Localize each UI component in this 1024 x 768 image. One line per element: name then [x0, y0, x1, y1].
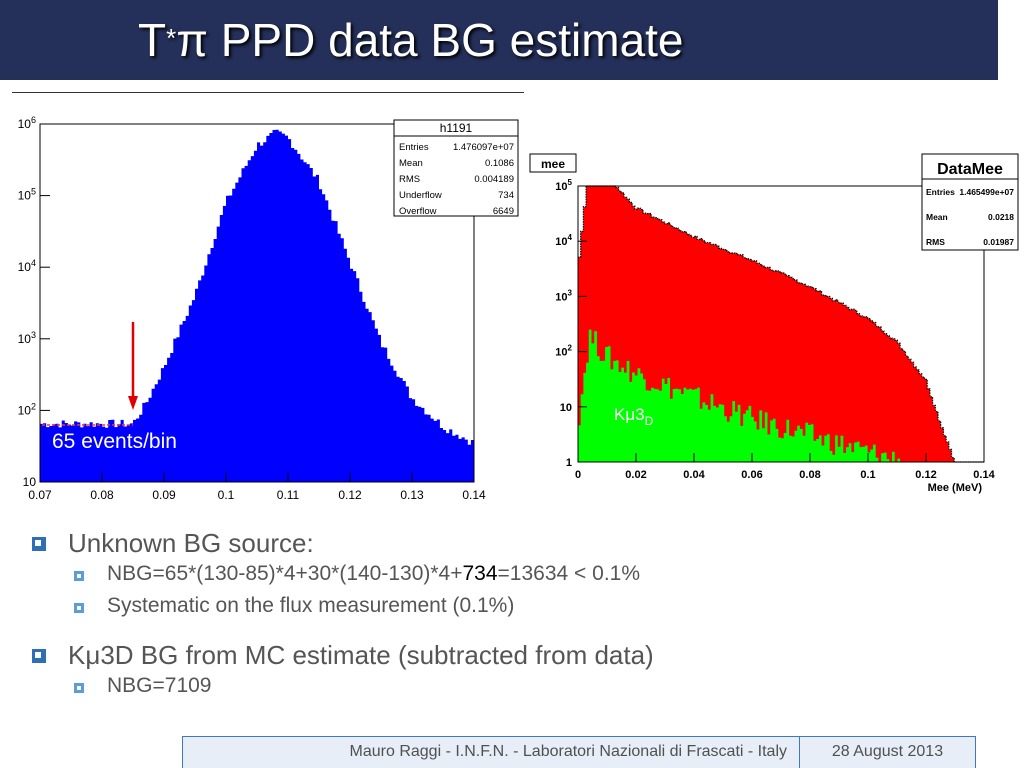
- x-tick-label: 0.13: [400, 488, 424, 502]
- annotation-events-per-bin: 65 events/bin: [52, 430, 177, 453]
- x-axis-label: Mee (MeV): [928, 482, 983, 494]
- x-tick-label: 0.06: [741, 469, 762, 481]
- stats-label: Mean: [926, 212, 948, 222]
- stats-label: Entries: [399, 142, 429, 153]
- bullet-nbg-value: NBG=7109: [32, 674, 992, 706]
- stats-value: 1.465499e+07: [959, 187, 1014, 197]
- histogram-h1191: 0.07 0.08 0.09 0.1 0.11 0.12 0.13 0.14 10 102 103 1…: [8, 112, 520, 512]
- footer: Mauro Raggi - I.N.F.N. - Laboratori Nazi…: [182, 736, 976, 768]
- sub-bullet-square-icon: [74, 683, 84, 693]
- stats-value: 0.004189: [474, 174, 514, 185]
- title-mee: mee: [541, 157, 565, 171]
- y-tick-label: 102: [555, 344, 572, 359]
- x-tick-label: 0.14: [462, 488, 486, 502]
- stats-label: Mean: [399, 158, 423, 169]
- bullet-unknown-bg: Unknown BG source:: [32, 528, 992, 562]
- x-tick-label: 0.02: [625, 469, 646, 481]
- stats-label: RMS: [399, 174, 420, 185]
- stats-value: 0.01987: [983, 237, 1014, 247]
- stats-box-frame: [921, 153, 1019, 251]
- x-tick-label: 0.14: [973, 469, 995, 481]
- title-bar: T*π PPD data BG estimate: [0, 0, 998, 80]
- x-tick-label: 0.1: [218, 488, 235, 502]
- stats-label: Entries: [926, 187, 955, 197]
- y-tick-label: 105: [555, 178, 572, 193]
- stats-box-h1191: h1191 Entries 1.476097e+07 Mean 0.1086 RMS 0.0…: [393, 119, 519, 217]
- mee-series-1: [578, 329, 984, 462]
- stats-title: h1191: [440, 121, 473, 135]
- sub-bullet-square-icon: [74, 571, 84, 581]
- bullet-list: Unknown BG source: NBG=65*(130-85)*4+30*…: [32, 528, 992, 706]
- x-tick-label: 0: [575, 469, 581, 481]
- chart-h1191: 0.07 0.08 0.09 0.1 0.11 0.12 0.13 0.14 10 102 103 1…: [18, 115, 519, 502]
- sub-bullet-square-icon: [74, 603, 84, 613]
- frame-h1191: [39, 123, 475, 483]
- histogram-mee: 0 0.02 0.04 0.06 0.08 0.1 0.12 0.14 1 10 102 103 104…: [526, 146, 1020, 498]
- y-tick-label: 10: [560, 402, 572, 414]
- bullet-kmu3d: Kμ3D BG from MC estimate (subtracted fro…: [32, 640, 992, 674]
- stats-value: 0.0218: [988, 212, 1014, 222]
- footer-date: 28 August 2013: [831, 743, 944, 760]
- x-tick-label: 0.08: [799, 469, 820, 481]
- chart-mee: 0 0.02 0.04 0.06 0.08 0.1 0.12 0.14 1 10 102 103 104…: [529, 153, 1019, 494]
- bullet-systematic: Systematic on the flux measurement (0.1%…: [32, 594, 992, 626]
- title-divider: [12, 92, 524, 93]
- y-tick-label: 104: [555, 233, 572, 248]
- bullet-square-icon: [32, 649, 46, 663]
- stats-box-mee: DataMee Entries 1.465499e+07 Mean 0.0218 RMS 0…: [921, 153, 1019, 251]
- page-title: T*π PPD data BG estimate: [138, 14, 684, 66]
- mee-data-points: [578, 185, 984, 463]
- y-tick-label: 105: [18, 187, 36, 203]
- bullet-square-icon: [32, 537, 46, 551]
- stats-value: 6649: [493, 206, 514, 217]
- stats-value: 0.1086: [485, 158, 514, 169]
- h1191-series-0: [40, 129, 474, 483]
- x-tick-label: 0.08: [90, 488, 114, 502]
- x-tick-label: 0.11: [277, 488, 300, 502]
- arrow-head-icon: [128, 396, 138, 410]
- stats-title: DataMee: [937, 161, 1003, 178]
- y-tick-label: 10: [23, 475, 37, 489]
- y-tick-label: 104: [18, 258, 36, 274]
- y-tick-label: 103: [555, 288, 572, 303]
- plot-area-mee: [578, 185, 984, 463]
- title-box-mee: [529, 153, 577, 173]
- x-tick-label: 0.12: [915, 469, 936, 481]
- y-tick-label: 102: [18, 401, 36, 417]
- x-tick-label: 0.09: [152, 488, 176, 502]
- frame-mee: [577, 185, 985, 463]
- x-tick-label: 0.1: [860, 469, 875, 481]
- y-tick-label: 1: [566, 457, 572, 469]
- x-tick-label: 0.04: [683, 469, 705, 481]
- plot-area-h1191: [40, 129, 474, 483]
- annotation-kmu3d: Kμ3D: [614, 405, 654, 428]
- stats-label: Overflow: [399, 206, 437, 217]
- x-tick-label: 0.07: [28, 488, 52, 502]
- stats-value: 1.476097e+07: [453, 142, 514, 153]
- stats-value: 734: [498, 190, 514, 201]
- stats-label: RMS: [926, 237, 945, 247]
- bullet-nbg-formula: NBG=65*(130-85)*4+30*(140-130)*4+734=136…: [32, 562, 992, 594]
- x-tick-label: 0.12: [338, 488, 362, 502]
- y-tick-label: 103: [18, 330, 36, 346]
- stats-label: Underflow: [399, 190, 442, 201]
- y-tick-label: 106: [18, 115, 36, 131]
- footer-author: Mauro Raggi - I.N.F.N. - Laboratori Nazi…: [183, 737, 800, 768]
